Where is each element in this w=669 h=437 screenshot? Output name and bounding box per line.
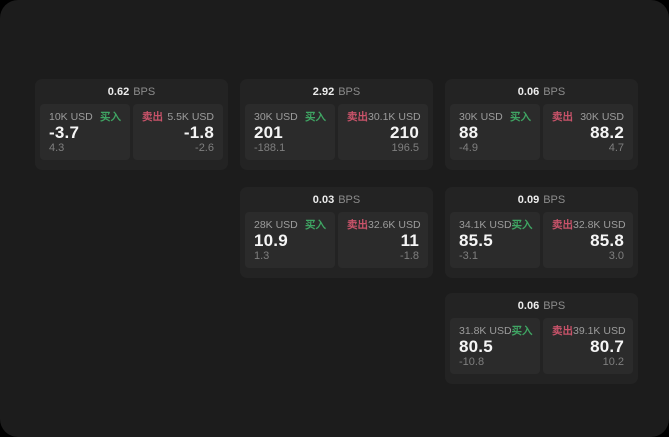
- bps-unit: BPS: [543, 194, 566, 206]
- quote-card-5: 0.09 BPS 34.1K USD 买入 85.5 -3.1 卖出 32.8K …: [445, 187, 638, 278]
- buy-price: 85.5: [459, 230, 493, 250]
- sell-side-label: 卖出: [347, 111, 368, 123]
- quote-card-6: 0.06 BPS 31.8K USD 买入 80.5 -10.8 卖出 39.1K…: [445, 293, 638, 384]
- buy-delta: -4.9: [459, 142, 478, 154]
- bps-value: 0.06: [517, 300, 540, 312]
- buy-side-label: 买入: [511, 325, 533, 337]
- buy-delta: -188.1: [254, 142, 286, 154]
- buy-price: -3.7: [49, 122, 80, 142]
- sell-side-label: 卖出: [347, 219, 368, 231]
- sell-price: 11: [400, 230, 419, 250]
- sell-price: 210: [390, 122, 419, 142]
- card-header: 2.92 BPS: [240, 79, 433, 104]
- bps-value: 0.03: [312, 194, 335, 206]
- card-header: 0.62 BPS: [35, 79, 228, 104]
- bps-unit: BPS: [543, 300, 566, 312]
- buy-price: 201: [254, 122, 283, 142]
- quote-card-1: 0.62 BPS 10K USD 买入 -3.7 4.3 卖出 5.5K USD …: [35, 79, 228, 170]
- buy-panel[interactable]: 30K USD 买入 201 -188.1: [245, 104, 335, 160]
- buy-panel[interactable]: 31.8K USD 买入 80.5 -10.8: [450, 318, 540, 374]
- quote-panels: 28K USD 买入 10.9 1.3 卖出 32.6K USD 11 -1.8: [240, 212, 433, 273]
- buy-side-label: 买入: [511, 219, 533, 231]
- bps-unit: BPS: [338, 86, 361, 98]
- sell-size: 30K USD: [580, 111, 624, 123]
- quote-card-2: 2.92 BPS 30K USD 买入 201 -188.1 卖出 30.1K U…: [240, 79, 433, 170]
- sell-panel[interactable]: 卖出 30.1K USD 210 196.5: [338, 104, 428, 160]
- quote-panels: 34.1K USD 买入 85.5 -3.1 卖出 32.8K USD 85.8…: [445, 212, 638, 273]
- sell-side-label: 卖出: [142, 111, 163, 123]
- bps-unit: BPS: [338, 194, 361, 206]
- buy-price: 10.9: [254, 230, 288, 250]
- buy-size: 30K USD: [459, 111, 503, 123]
- sell-delta: 3.0: [608, 250, 624, 262]
- sell-price: 80.7: [590, 336, 624, 356]
- buy-delta: 4.3: [49, 142, 65, 154]
- sell-size: 30.1K USD: [368, 111, 421, 123]
- buy-price: 88: [459, 122, 479, 142]
- sell-delta: 196.5: [391, 142, 419, 154]
- quote-card-4: 0.03 BPS 28K USD 买入 10.9 1.3 卖出 32.6K USD…: [240, 187, 433, 278]
- sell-delta: -1.8: [400, 250, 419, 262]
- sell-side-label: 卖出: [552, 325, 573, 337]
- buy-side-label: 买入: [510, 111, 531, 123]
- bps-value: 0.06: [517, 86, 540, 98]
- sell-size: 5.5K USD: [167, 111, 214, 123]
- sell-size: 39.1K USD: [573, 325, 626, 337]
- buy-side-label: 买入: [305, 111, 326, 123]
- sell-price: 85.8: [590, 230, 624, 250]
- quote-panels: 10K USD 买入 -3.7 4.3 卖出 5.5K USD -1.8 -2.…: [35, 104, 228, 165]
- buy-panel[interactable]: 30K USD 买入 88 -4.9: [450, 104, 540, 160]
- buy-size: 31.8K USD: [459, 325, 512, 337]
- bps-value: 0.62: [107, 86, 130, 98]
- sell-panel[interactable]: 卖出 39.1K USD 80.7 10.2: [543, 318, 633, 374]
- buy-delta: 1.3: [254, 250, 270, 262]
- sell-panel[interactable]: 卖出 30K USD 88.2 4.7: [543, 104, 633, 160]
- quote-card-3: 0.06 BPS 30K USD 买入 88 -4.9 卖出 30K USD 88…: [445, 79, 638, 170]
- buy-size: 10K USD: [49, 111, 93, 123]
- buy-size: 34.1K USD: [459, 219, 512, 231]
- card-header: 0.03 BPS: [240, 187, 433, 212]
- buy-panel[interactable]: 34.1K USD 买入 85.5 -3.1: [450, 212, 540, 268]
- sell-price: 88.2: [590, 122, 624, 142]
- buy-delta: -10.8: [459, 356, 485, 368]
- quote-panels: 30K USD 买入 201 -188.1 卖出 30.1K USD 210 1…: [240, 104, 433, 165]
- sell-delta: 10.2: [602, 356, 624, 368]
- bps-value: 2.92: [312, 86, 335, 98]
- bps-unit: BPS: [133, 86, 156, 98]
- sell-panel[interactable]: 卖出 32.6K USD 11 -1.8: [338, 212, 428, 268]
- quote-panels: 30K USD 买入 88 -4.9 卖出 30K USD 88.2 4.7: [445, 104, 638, 165]
- sell-delta: 4.7: [608, 142, 624, 154]
- buy-panel[interactable]: 10K USD 买入 -3.7 4.3: [40, 104, 130, 160]
- quote-panels: 31.8K USD 买入 80.5 -10.8 卖出 39.1K USD 80.…: [445, 318, 638, 379]
- buy-panel[interactable]: 28K USD 买入 10.9 1.3: [245, 212, 335, 268]
- sell-side-label: 卖出: [552, 111, 573, 123]
- sell-size: 32.8K USD: [573, 219, 626, 231]
- buy-side-label: 买入: [305, 219, 326, 231]
- sell-delta: -2.6: [195, 142, 214, 154]
- bps-value: 0.09: [517, 194, 540, 206]
- sell-side-label: 卖出: [552, 219, 573, 231]
- buy-price: 80.5: [459, 336, 493, 356]
- buy-size: 28K USD: [254, 219, 298, 231]
- card-header: 0.09 BPS: [445, 187, 638, 212]
- bps-unit: BPS: [543, 86, 566, 98]
- card-header: 0.06 BPS: [445, 293, 638, 318]
- card-header: 0.06 BPS: [445, 79, 638, 104]
- sell-price: -1.8: [183, 122, 214, 142]
- sell-size: 32.6K USD: [368, 219, 421, 231]
- buy-size: 30K USD: [254, 111, 298, 123]
- buy-side-label: 买入: [100, 111, 121, 123]
- sell-panel[interactable]: 卖出 5.5K USD -1.8 -2.6: [133, 104, 223, 160]
- buy-delta: -3.1: [459, 250, 478, 262]
- sell-panel[interactable]: 卖出 32.8K USD 85.8 3.0: [543, 212, 633, 268]
